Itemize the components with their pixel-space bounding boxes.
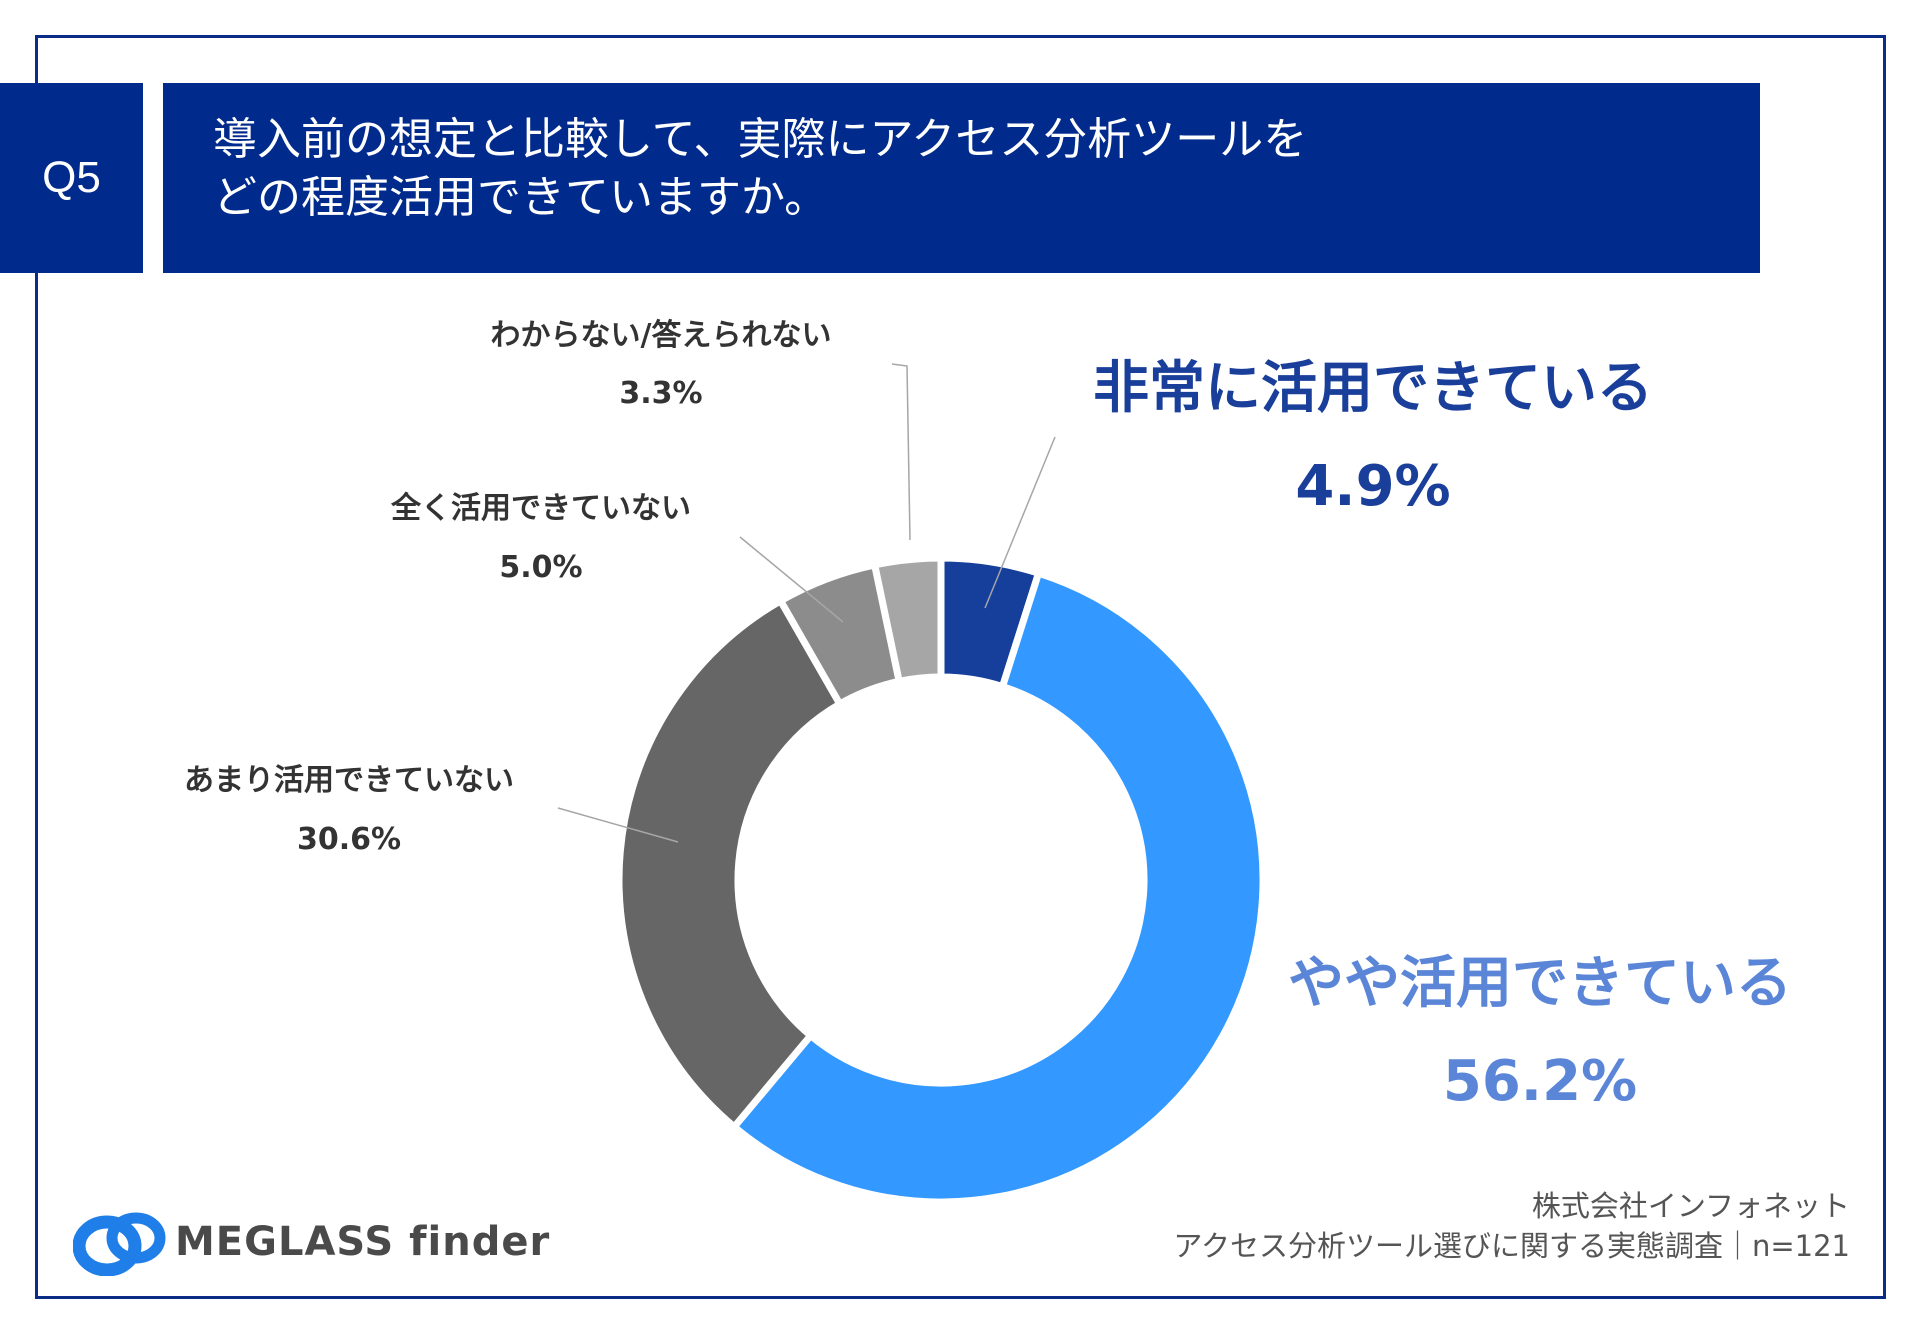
slice-label-3: 全く活用できていない [390, 491, 691, 526]
question-number-badge: Q5 [0, 83, 143, 273]
donut-slice-1 [729, 568, 1267, 1206]
source-company: 株式会社インフォネット [1531, 1189, 1850, 1223]
donut-slice-2 [615, 596, 845, 1132]
leader-line-2 [557, 807, 679, 843]
slice-value-4: 3.3% [619, 376, 702, 411]
donut-slice-4 [870, 554, 945, 686]
slice-value-0: 4.9% [1295, 454, 1450, 519]
source-note: 株式会社インフォネット アクセス分析ツール選びに関する実態調査｜n=121 [1173, 1186, 1850, 1266]
leader-lines [557, 363, 1056, 843]
slice-label-4: わからない/答えられない [491, 318, 832, 353]
leader-line-0 [984, 436, 1056, 609]
meglass-logo-icon [73, 1212, 166, 1276]
slice-label-1: やや活用できている [1288, 951, 1792, 1016]
question-header: 導入前の想定と比較して、実際にアクセス分析ツールを どの程度活用できていますか。 [163, 83, 1760, 273]
logo: MEGLASS finder [73, 1208, 550, 1276]
slice-label-0: 非常に活用できている [1093, 356, 1653, 421]
slice-label-2: あまり活用できていない [184, 763, 514, 798]
slice-value-3: 5.0% [499, 550, 582, 585]
question-text-line1: 導入前の想定と比較して、実際にアクセス分析ツールを [213, 114, 1308, 165]
slice-value-2: 30.6% [297, 822, 401, 857]
question-number: Q5 [42, 153, 101, 202]
leader-line-3 [739, 536, 844, 623]
slice-value-1: 56.2% [1443, 1049, 1637, 1114]
leader-line-4 [891, 363, 911, 541]
logo-text: MEGLASS finder [175, 1219, 551, 1265]
source-survey: アクセス分析ツール選びに関する実態調査｜n=121 [1173, 1229, 1850, 1263]
slice-labels: 非常に活用できている 4.9% やや活用できている 56.2% あまり活用できていない 3… [184, 318, 1792, 1114]
question-text-line2: どの程度活用できていますか。 [213, 172, 829, 223]
donut-slices [615, 554, 1267, 1206]
frame-border [35, 35, 1886, 1299]
